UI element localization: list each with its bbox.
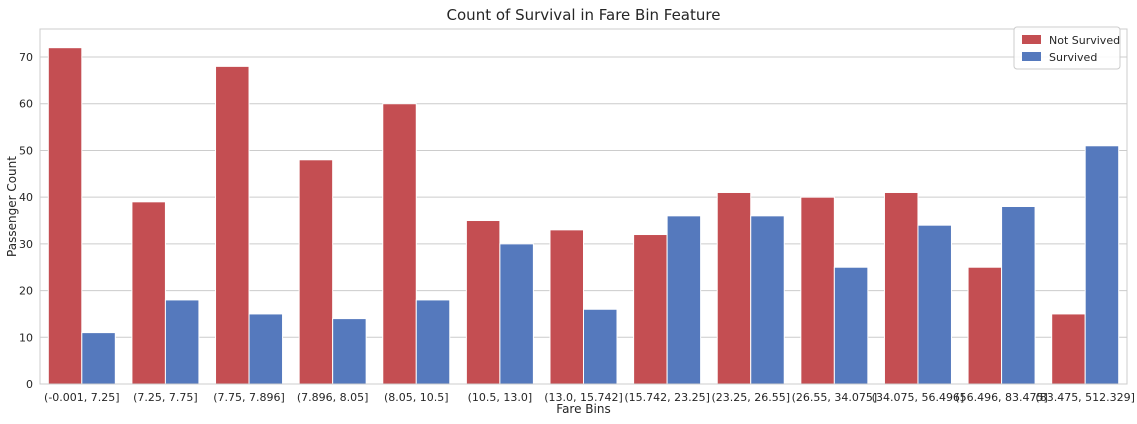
x-tick-label: (-0.001, 7.25] <box>44 391 120 404</box>
bar-not-survived <box>382 103 417 385</box>
y-tick-label: 0 <box>26 378 33 391</box>
y-tick-label: 30 <box>19 238 33 251</box>
x-tick-label: (15.742, 23.25] <box>624 391 710 404</box>
bar-not-survived <box>716 191 752 385</box>
y-tick-label: 20 <box>19 285 33 298</box>
bar-survived <box>415 299 451 385</box>
legend-swatch <box>1022 52 1041 61</box>
y-axis-ticks: 0 10 20 30 40 50 60 70 <box>19 51 33 391</box>
bar-survived <box>1084 145 1120 385</box>
legend: Not Survived Survived <box>1013 26 1121 70</box>
bars <box>47 47 1120 385</box>
x-tick-label: (7.896, 8.05] <box>297 391 369 404</box>
bar-survived <box>332 318 367 385</box>
legend-label: Not Survived <box>1049 34 1120 47</box>
bar-survived <box>81 332 116 385</box>
x-tick-label: (34.075, 56.496] <box>872 391 965 404</box>
y-tick-label: 40 <box>19 191 33 204</box>
bar-not-survived <box>549 229 584 385</box>
bar-not-survived <box>883 191 919 385</box>
bar-survived <box>1001 206 1036 385</box>
bar-not-survived <box>1051 313 1086 385</box>
x-axis-ticks: (-0.001, 7.25] (7.25, 7.75] (7.75, 7.896] (… <box>44 391 1135 404</box>
bar-survived <box>750 215 785 385</box>
bar-not-survived <box>298 159 334 385</box>
x-axis-label: Fare Bins <box>556 402 610 416</box>
y-axis-label: Passenger Count <box>5 156 19 257</box>
bar-survived <box>499 243 534 385</box>
bar-not-survived <box>131 201 166 385</box>
y-tick-label: 70 <box>19 51 33 64</box>
plot-frame <box>39 28 1128 385</box>
legend-label: Survived <box>1049 51 1097 64</box>
y-tick-label: 60 <box>19 98 33 111</box>
x-tick-label: (7.25, 7.75] <box>133 391 198 404</box>
y-tick-label: 10 <box>19 331 33 344</box>
bar-survived <box>833 266 869 385</box>
bar-survived <box>164 299 200 385</box>
x-tick-label: (13.0, 15.742] <box>544 391 623 404</box>
bar-survived <box>583 308 618 385</box>
bar-not-survived <box>800 196 835 385</box>
y-tick-label: 50 <box>19 144 33 157</box>
bar-not-survived <box>465 220 501 385</box>
bar-survived <box>666 215 702 385</box>
bar-survived <box>248 313 284 385</box>
bar-not-survived <box>967 266 1003 385</box>
legend-swatch <box>1022 35 1041 44</box>
bar-not-survived <box>215 65 250 385</box>
x-tick-label: (8.05, 10.5] <box>384 391 449 404</box>
x-tick-label: (83.475, 512.329] <box>1035 391 1135 404</box>
bar-not-survived <box>633 234 668 385</box>
chart-title: Count of Survival in Fare Bin Feature <box>447 6 721 24</box>
x-tick-label: (10.5, 13.0] <box>468 391 533 404</box>
x-tick-label: (26.55, 34.075] <box>792 391 878 404</box>
bar-not-survived <box>47 47 83 385</box>
x-tick-label: (56.496, 83.475] <box>955 391 1048 404</box>
x-tick-label: (7.75, 7.896] <box>213 391 285 404</box>
bar-survived <box>917 224 952 385</box>
x-tick-label: (23.25, 26.55] <box>711 391 790 404</box>
